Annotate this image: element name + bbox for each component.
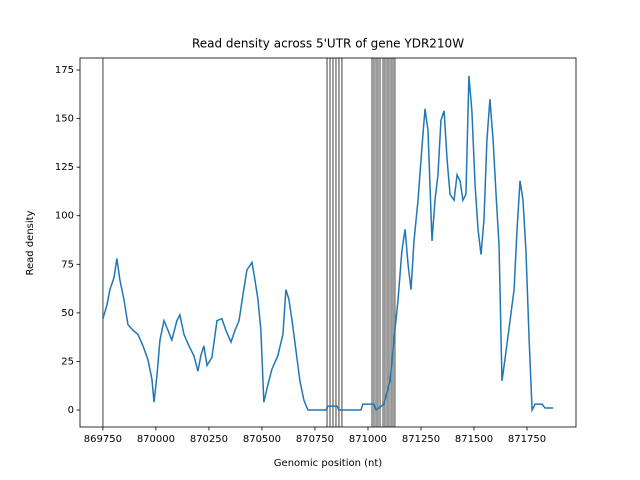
x-tick-label: 871500 xyxy=(455,434,493,445)
x-tick-label: 870000 xyxy=(137,434,175,445)
y-tick-label: 150 xyxy=(55,114,74,125)
y-tick-label: 175 xyxy=(55,65,74,76)
y-tick-label: 100 xyxy=(55,211,74,222)
axes-frame xyxy=(79,57,577,428)
data-line xyxy=(102,75,554,413)
x-tick-label: 870250 xyxy=(190,434,228,445)
y-tick-label: 75 xyxy=(61,259,74,270)
y-tick-label: 0 xyxy=(68,405,74,416)
y-tick-label: 50 xyxy=(61,308,74,319)
x-tick-label: 870750 xyxy=(296,434,334,445)
chart-title: Read density across 5'UTR of gene YDR210… xyxy=(192,37,464,51)
y-tick-label: 25 xyxy=(61,356,74,367)
y-axis-label: Read density xyxy=(25,210,36,275)
x-tick-label: 869750 xyxy=(84,434,122,445)
y-tick-label: 125 xyxy=(55,162,74,173)
x-tick-label: 871250 xyxy=(402,434,440,445)
x-axis-label: Genomic position (nt) xyxy=(274,458,383,469)
x-tick-label: 870500 xyxy=(243,434,281,445)
x-tick-label: 871750 xyxy=(508,434,546,445)
x-tick-label: 871000 xyxy=(349,434,387,445)
